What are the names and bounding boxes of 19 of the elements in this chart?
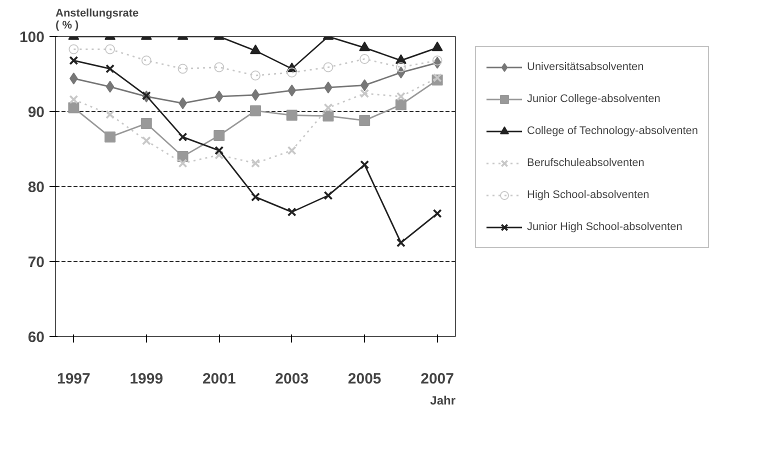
y-tick-label: 70 <box>28 254 45 271</box>
x-tick-label: 2003 <box>275 370 309 388</box>
legend-label: Junior College-absolventen <box>527 93 660 105</box>
legend-label: High School-absolventen <box>527 189 650 201</box>
y-tick-label: 60 <box>28 329 45 346</box>
legend-label: Universitätsabsolventen <box>527 61 644 73</box>
x-tick-label: 2007 <box>420 370 454 388</box>
y-tick-label: 80 <box>28 179 45 196</box>
y-tick-label: 90 <box>28 104 45 121</box>
y-tick-label: 100 <box>19 29 45 46</box>
x-axis-title: Jahr <box>430 394 456 408</box>
x-tick-label: 1999 <box>130 370 164 388</box>
legend-label: Berufschuleabsolventen <box>527 157 644 169</box>
legend-label: College of Technology-absolventen <box>527 125 698 137</box>
y-axis-title: Anstellungsrate ( % ) <box>56 8 139 32</box>
x-tick-label: 2001 <box>202 370 236 388</box>
x-tick-label: 1997 <box>56 370 90 388</box>
x-tick-label: 2005 <box>348 370 382 388</box>
legend-label: Junior High School-absolventen <box>527 221 682 233</box>
